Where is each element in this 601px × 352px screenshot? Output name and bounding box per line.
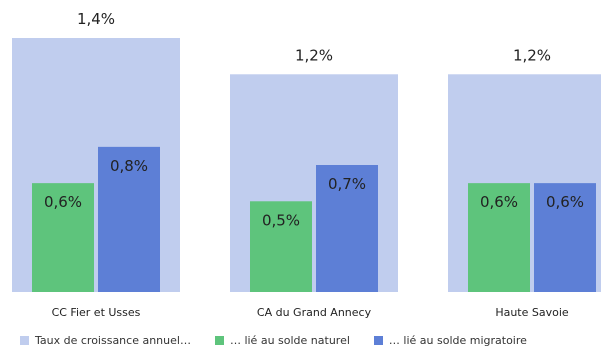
data-label-migratory-0: 0,8% bbox=[110, 157, 148, 175]
legend-item-total: Taux de croissance annuel… bbox=[20, 334, 191, 347]
legend-item-migratory: … lié au solde migratoire bbox=[373, 334, 527, 347]
data-label-natural-2: 0,6% bbox=[480, 193, 518, 211]
data-label-natural-0: 0,6% bbox=[44, 193, 82, 211]
data-label-total-0: 1,4% bbox=[77, 10, 115, 28]
legend-label-natural: … lié au solde naturel bbox=[229, 334, 350, 347]
chart-legend: Taux de croissance annuel… … lié au sold… bbox=[20, 334, 527, 347]
data-label-total-2: 1,2% bbox=[513, 46, 551, 64]
category-label-1: CA du Grand Annecy bbox=[257, 306, 372, 319]
legend-label-migratory: … lié au solde migratoire bbox=[388, 334, 527, 347]
category-label-2: Haute Savoie bbox=[495, 306, 569, 319]
category-label-0: CC Fier et Usses bbox=[52, 306, 141, 319]
data-label-total-1: 1,2% bbox=[295, 46, 333, 64]
bar-natural-1 bbox=[250, 201, 312, 292]
legend-label-total: Taux de croissance annuel… bbox=[35, 334, 191, 347]
legend-swatch-total bbox=[20, 336, 29, 345]
data-label-migratory-2: 0,6% bbox=[546, 193, 584, 211]
bar-migratory-1 bbox=[316, 165, 378, 292]
legend-swatch-migratory bbox=[373, 336, 383, 345]
data-label-migratory-1: 0,7% bbox=[328, 175, 366, 193]
legend-item-natural: … lié au solde naturel bbox=[214, 334, 350, 347]
bar-migratory-0 bbox=[98, 146, 160, 292]
bar-migratory-2 bbox=[534, 183, 596, 292]
data-label-natural-1: 0,5% bbox=[262, 211, 300, 229]
bar-natural-0 bbox=[32, 183, 94, 292]
bar-natural-2 bbox=[468, 183, 530, 292]
legend-swatch-natural bbox=[214, 336, 224, 345]
